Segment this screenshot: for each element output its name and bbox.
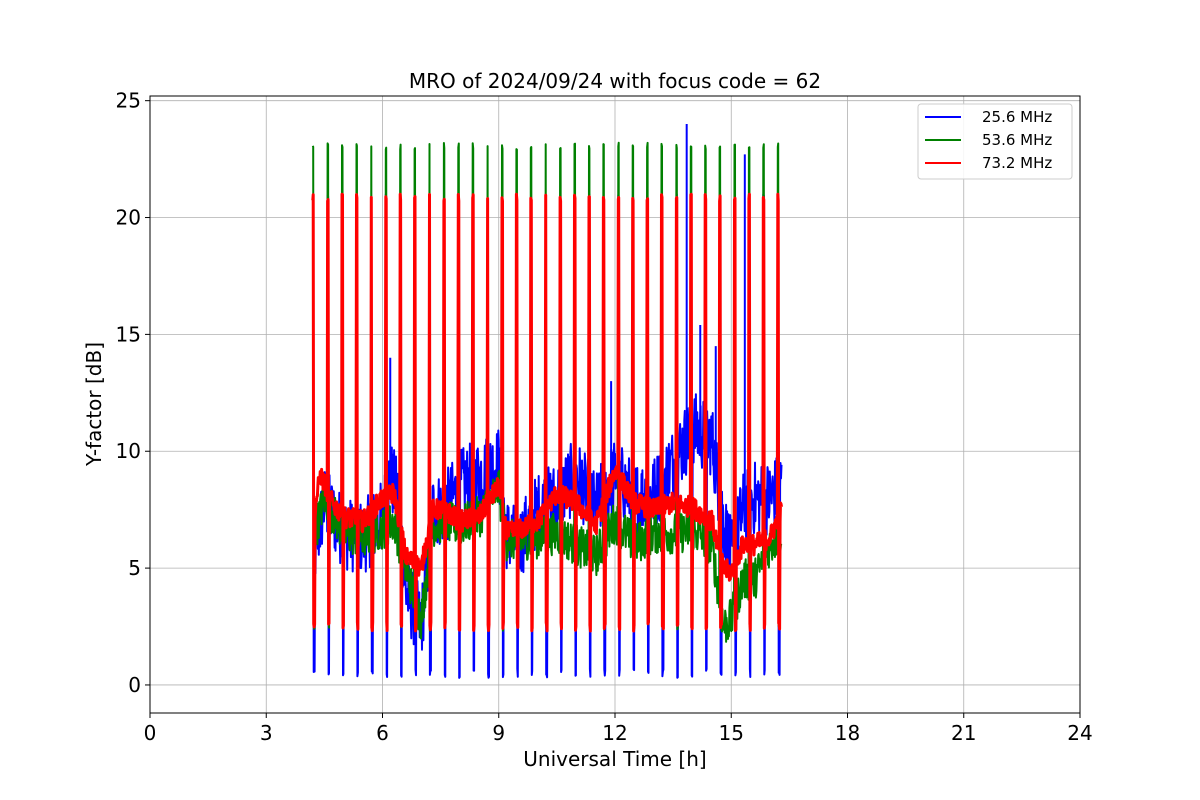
x-tick-label: 24 xyxy=(1067,721,1092,745)
x-tick-label: 9 xyxy=(492,721,505,745)
y-tick-label: 5 xyxy=(128,556,141,580)
y-axis-label: Y-factor [dB] xyxy=(82,342,106,467)
plot-area xyxy=(311,124,783,679)
series-line-2 xyxy=(311,192,783,633)
legend-box xyxy=(917,103,1073,180)
legend-label-25-6: 25.6 MHz xyxy=(982,108,1052,126)
x-tick-label: 0 xyxy=(144,721,157,745)
legend: 25.6 MHz 53.6 MHz 73.2 MHz xyxy=(917,103,1073,180)
x-tick-label: 18 xyxy=(835,721,860,745)
y-tick-label: 15 xyxy=(116,322,141,346)
chart-title: MRO of 2024/09/24 with focus code = 62 xyxy=(409,69,821,93)
y-tick-label: 20 xyxy=(116,206,141,230)
ticks: 0 3 6 9 12 15 18 21 24 0 5 10 15 20 25 xyxy=(116,89,1093,745)
legend-label-73-2: 73.2 MHz xyxy=(982,154,1052,172)
legend-label-53-6: 53.6 MHz xyxy=(982,131,1052,149)
x-axis-label: Universal Time [h] xyxy=(523,747,706,771)
x-tick-label: 12 xyxy=(602,721,627,745)
x-tick-label: 3 xyxy=(260,721,273,745)
y-tick-label: 0 xyxy=(128,673,141,697)
y-tick-label: 25 xyxy=(116,89,141,113)
x-tick-label: 6 xyxy=(376,721,389,745)
x-tick-label: 15 xyxy=(719,721,744,745)
y-tick-label: 10 xyxy=(116,439,141,463)
x-tick-label: 21 xyxy=(951,721,976,745)
